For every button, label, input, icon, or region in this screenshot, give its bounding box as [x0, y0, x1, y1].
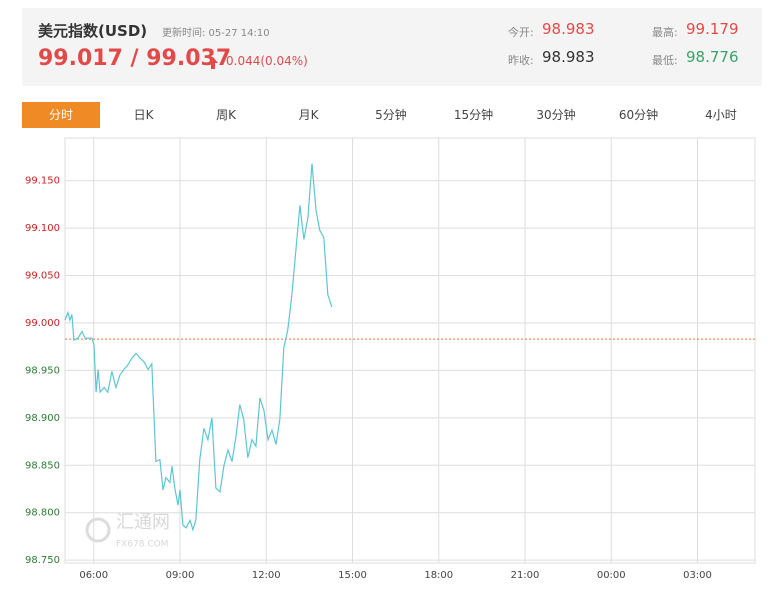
x-tick-label: 21:00: [511, 570, 540, 581]
price: 99.017 / 99.037: [38, 46, 232, 71]
watermark-logo: [85, 517, 111, 543]
price-line: [64, 163, 333, 532]
y-tick-label: 98.800: [25, 508, 60, 519]
tab[interactable]: 5分钟: [375, 108, 407, 122]
tab[interactable]: 月K: [298, 108, 319, 122]
y-tick-label: 98.850: [25, 460, 60, 471]
tab-bar: 分时 日K 周K 月K 5分钟 15分钟 30分钟 60分钟 4小时: [22, 102, 762, 130]
x-tick-label: 00:00: [597, 570, 626, 581]
x-tick-label: 06:00: [79, 570, 108, 581]
y-tick-label: 98.750: [25, 555, 60, 566]
y-tick-label: 99.000: [25, 318, 60, 329]
stat-label: 昨收:: [508, 54, 534, 67]
y-tick-label: 99.100: [25, 223, 60, 234]
x-tick-label: 09:00: [166, 570, 195, 581]
watermark-site: FX678.COM: [116, 540, 169, 550]
y-tick-label: 98.950: [25, 365, 60, 376]
change: 0.044(0.04%): [226, 54, 308, 68]
tab[interactable]: 分时: [22, 102, 100, 128]
stat-value: 98.983: [542, 48, 595, 66]
stat-label: 今开:: [508, 26, 534, 39]
tab[interactable]: 60分钟: [618, 108, 659, 122]
plot-frame: [64, 137, 756, 564]
title: 美元指数(USD): [38, 22, 148, 40]
stat-value: 98.983: [542, 20, 595, 38]
y-tick-label: 99.150: [25, 176, 60, 187]
tab[interactable]: 4小时: [705, 108, 737, 122]
stat-value: 98.776: [686, 48, 739, 66]
x-tick-label: 15:00: [338, 570, 367, 581]
stat-label: 最高:: [652, 26, 678, 39]
x-tick-label: 12:00: [252, 570, 281, 581]
tab[interactable]: 周K: [216, 108, 236, 122]
stat-value: 99.179: [686, 20, 739, 38]
tab[interactable]: 30分钟: [536, 108, 576, 122]
x-tick-label: 18:00: [424, 570, 453, 581]
tab[interactable]: 15分钟: [453, 108, 494, 122]
quote-header: 美元指数(USD) 更新时间: 05-27 14:10 99.017 / 99.…: [22, 8, 762, 86]
y-tick-label: 98.900: [25, 413, 60, 424]
stat-label: 最低:: [652, 54, 678, 67]
update-time: 更新时间: 05-27 14:10: [162, 28, 270, 39]
watermark: 汇通网: [116, 512, 170, 533]
tab[interactable]: 日K: [133, 108, 154, 122]
x-tick-label: 03:00: [683, 570, 712, 581]
y-tick-label: 99.050: [25, 271, 60, 282]
